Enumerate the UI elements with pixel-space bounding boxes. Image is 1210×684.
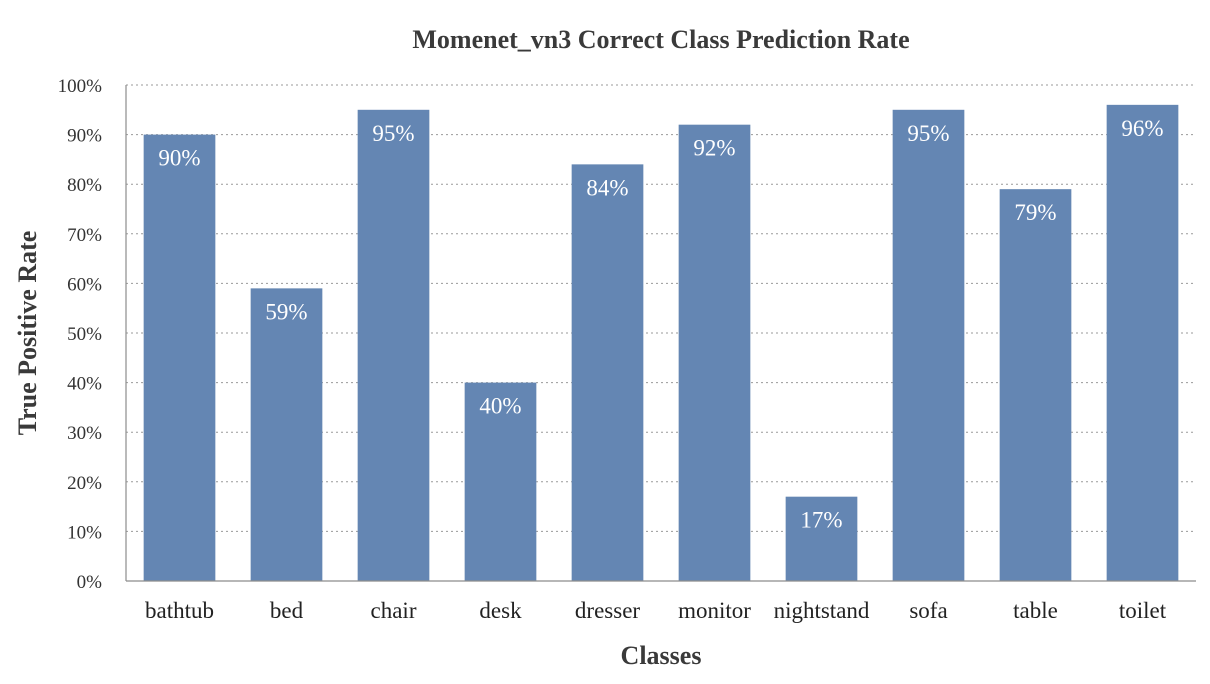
- x-tick-label: sofa: [909, 598, 947, 623]
- bar-dresser: [571, 164, 644, 582]
- bar-nightstand: [785, 496, 858, 581]
- data-label: 17%: [800, 508, 842, 533]
- y-tick-label: 90%: [67, 126, 102, 147]
- y-tick-label: 0%: [77, 572, 103, 593]
- bar-monitor: [678, 124, 751, 582]
- x-tick-label: toilet: [1119, 598, 1167, 623]
- x-tick-label: table: [1013, 598, 1058, 623]
- y-axis-label: True Positive Rate: [13, 231, 42, 436]
- y-tick-label: 100%: [58, 76, 103, 97]
- x-tick-label: desk: [479, 598, 522, 623]
- bar-toilet: [1106, 104, 1179, 581]
- data-label: 95%: [372, 121, 414, 146]
- y-tick-label: 40%: [67, 374, 102, 395]
- bar-table: [999, 189, 1072, 581]
- bars: [143, 104, 1179, 582]
- x-tick-label: nightstand: [774, 598, 870, 623]
- x-tick-label: bed: [270, 598, 304, 623]
- bar-desk: [464, 382, 537, 581]
- data-label: 90%: [158, 146, 200, 171]
- x-tick-label: bathtub: [145, 598, 214, 623]
- x-tick-label: chair: [371, 598, 417, 623]
- data-label: 40%: [479, 394, 521, 419]
- chart-title: Momenet_vn3 Correct Class Prediction Rat…: [412, 25, 909, 54]
- x-tick-label: dresser: [575, 598, 640, 623]
- x-tick-label: monitor: [678, 598, 751, 623]
- data-label: 92%: [693, 136, 735, 161]
- y-tick-label: 10%: [67, 522, 102, 543]
- data-labels: 90% 59% 95% 40% 84% 92% 17% 95% 79% 96%: [158, 116, 1163, 533]
- y-tick-label: 80%: [67, 175, 102, 196]
- y-axis-ticks: 0% 10% 20% 30% 40% 50% 60% 70% 80% 90% 100%: [58, 76, 103, 593]
- bar-sofa: [892, 109, 965, 582]
- data-label: 79%: [1014, 200, 1056, 225]
- data-label: 96%: [1121, 116, 1163, 141]
- y-tick-label: 50%: [67, 324, 102, 345]
- data-label: 95%: [907, 121, 949, 146]
- bar-bathtub: [143, 134, 216, 581]
- bar-chair: [357, 109, 430, 582]
- x-axis-label: Classes: [621, 641, 702, 670]
- y-tick-label: 60%: [67, 274, 102, 295]
- x-axis-categories: bathtub bed chair desk dresser monitor nightst…: [145, 598, 1167, 623]
- data-label: 59%: [265, 299, 307, 324]
- y-tick-label: 20%: [67, 473, 102, 494]
- bar-bed: [250, 288, 323, 581]
- y-tick-label: 30%: [67, 423, 102, 444]
- data-label: 84%: [586, 175, 628, 200]
- y-tick-label: 70%: [67, 225, 102, 246]
